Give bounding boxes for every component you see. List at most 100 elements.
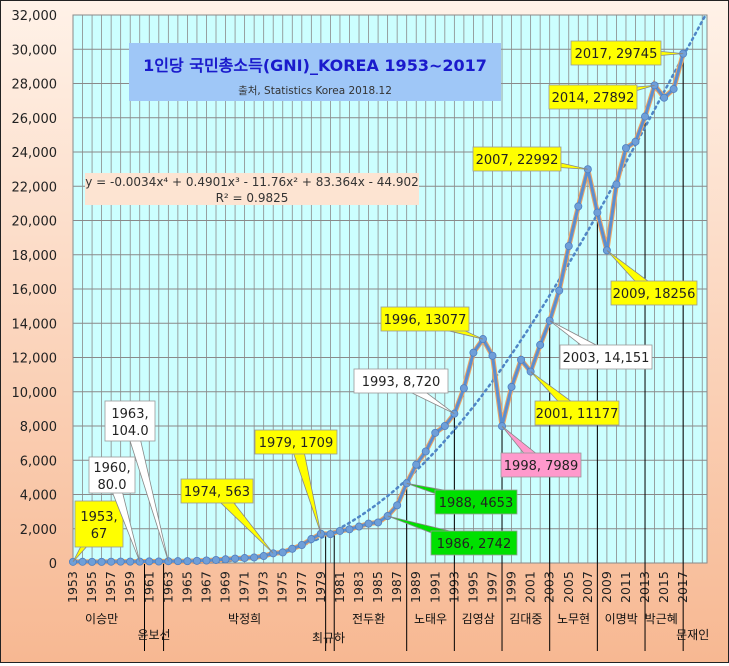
data-point [326,530,335,539]
data-point [355,522,364,531]
data-point [393,501,402,510]
callout-label: 2017, 29745 [575,47,658,62]
callout-box [500,452,582,478]
callout-label: 2007, 22992 [476,153,559,168]
x-tick-label: 1975 [275,571,290,603]
trend-r-squared: R² = 0.9825 [216,191,289,205]
y-tick-label: 24,000 [12,146,58,161]
x-tick-label: 1955 [84,571,99,603]
callout-label: 2014, 27892 [552,91,635,106]
x-tick-label: 2005 [561,571,576,603]
x-tick-label: 1971 [237,571,252,603]
data-point [192,556,201,565]
callout-label: 1993, 8,720 [362,375,441,390]
callout-box [254,429,338,455]
x-tick-label: 2011 [618,571,633,603]
data-point [564,242,573,251]
callout-label: 104.0 [111,424,148,439]
president-label: 최규하 [312,631,345,645]
callout-box [74,500,124,548]
president-label: 노무현 [557,612,590,626]
data-point [183,557,192,566]
x-tick-label: 2007 [580,571,595,603]
data-point [574,202,583,211]
president-label: 박정희 [228,612,261,626]
x-tick-label: 1953 [65,571,80,603]
x-tick-label: 1997 [484,571,499,603]
data-point [660,93,669,102]
x-tick-label: 1969 [218,571,233,603]
data-point [488,351,497,360]
callout-label: 1960, [93,461,130,476]
data-point [612,180,621,189]
x-tick-label: 1973 [256,571,271,603]
data-point [259,552,268,561]
data-point [621,144,630,153]
data-point [307,535,316,544]
data-point [412,460,421,469]
x-tick-label: 1981 [332,571,347,603]
x-tick-label: 1991 [427,571,442,603]
x-tick-label: 1999 [504,571,519,603]
equation-box [85,173,419,205]
data-point [517,355,526,364]
data-point [297,541,306,550]
x-tick-label: 1977 [294,571,309,603]
chart-title: 1인당 국민총소득(GNI)_KOREA 1953~2017 [143,56,487,75]
callout-label: 67 [91,527,108,542]
data-point [459,384,468,393]
data-point [335,526,344,535]
y-tick-label: 22,000 [12,180,58,195]
callout-box [180,478,254,504]
callout-label: 1986, 2742 [437,537,511,552]
y-tick-label: 26,000 [12,112,58,127]
president-label: 노태우 [414,612,447,626]
president-label: 김영삼 [462,612,495,626]
president-label: 전두환 [352,612,385,626]
y-tick-label: 14,000 [12,317,58,332]
data-point [469,348,478,357]
x-tick-label: 1995 [465,571,480,603]
data-point [173,557,182,566]
callout-label: 2001, 11177 [536,407,619,422]
data-point [154,557,163,566]
y-tick-label: 30,000 [12,43,58,58]
data-point [97,557,106,566]
data-point [107,557,116,566]
president-label: 윤보선 [137,628,170,642]
callout-label: 1988, 4653 [439,496,513,511]
data-point [641,112,650,121]
x-tick-label: 1989 [408,571,423,603]
data-point [669,84,678,93]
data-point [240,554,249,563]
y-tick-label: 32,000 [12,9,58,24]
callout-box [570,40,662,66]
x-tick-label: 1987 [389,571,404,603]
y-tick-label: 18,000 [12,249,58,264]
y-tick-label: 10,000 [12,386,58,401]
trendline [71,15,706,564]
data-point [364,519,373,528]
callout-box [472,146,562,172]
x-tick-label: 1979 [313,571,328,603]
callout-label: 1963, [111,407,148,422]
x-tick-label: 2001 [523,571,538,603]
callout-label: 1996, 13077 [384,313,467,328]
x-tick-label: 1985 [370,571,385,603]
data-point [278,548,287,557]
y-tick-label: 12,000 [12,352,58,367]
data-point [536,340,545,349]
x-tick-label: 1983 [351,571,366,603]
data-point [374,518,383,527]
data-point [288,544,297,553]
y-tick-label: 8,000 [20,420,57,435]
data-point [212,555,221,564]
callout-box [610,280,698,306]
callout-box [104,400,156,442]
data-point [231,554,240,563]
callout-label: 80.0 [98,478,127,493]
callout-label: 1979, 1709 [259,436,333,451]
title-box [129,43,501,101]
president-label: 이승만 [85,612,118,626]
